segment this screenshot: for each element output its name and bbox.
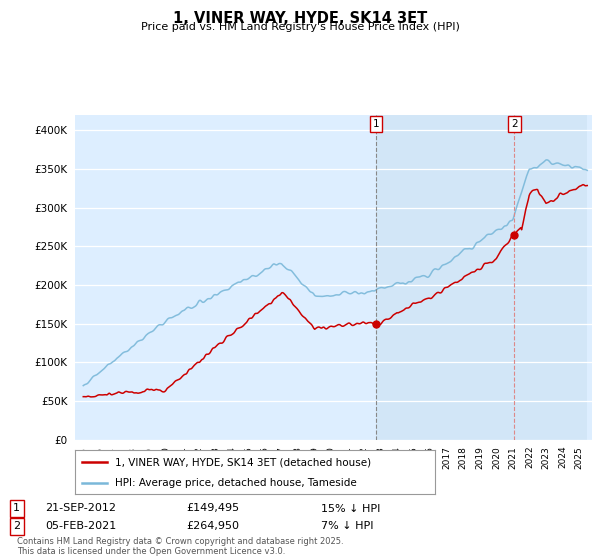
Text: 21-SEP-2012: 21-SEP-2012 (45, 503, 116, 514)
Text: 05-FEB-2021: 05-FEB-2021 (45, 521, 116, 531)
Text: 1: 1 (373, 119, 379, 129)
Text: HPI: Average price, detached house, Tameside: HPI: Average price, detached house, Tame… (115, 478, 356, 488)
Bar (376, 115, 587, 440)
Text: £264,950: £264,950 (186, 521, 239, 531)
Text: 15% ↓ HPI: 15% ↓ HPI (321, 503, 380, 514)
Text: 2: 2 (511, 119, 518, 129)
Text: 1, VINER WAY, HYDE, SK14 3ET (detached house): 1, VINER WAY, HYDE, SK14 3ET (detached h… (115, 458, 371, 468)
Text: 2: 2 (13, 521, 20, 531)
Text: Price paid vs. HM Land Registry's House Price Index (HPI): Price paid vs. HM Land Registry's House … (140, 22, 460, 32)
Text: 1, VINER WAY, HYDE, SK14 3ET: 1, VINER WAY, HYDE, SK14 3ET (173, 11, 427, 26)
Text: 7% ↓ HPI: 7% ↓ HPI (321, 521, 373, 531)
Text: £149,495: £149,495 (186, 503, 239, 514)
Text: Contains HM Land Registry data © Crown copyright and database right 2025.
This d: Contains HM Land Registry data © Crown c… (17, 536, 343, 556)
Text: 1: 1 (13, 503, 20, 514)
